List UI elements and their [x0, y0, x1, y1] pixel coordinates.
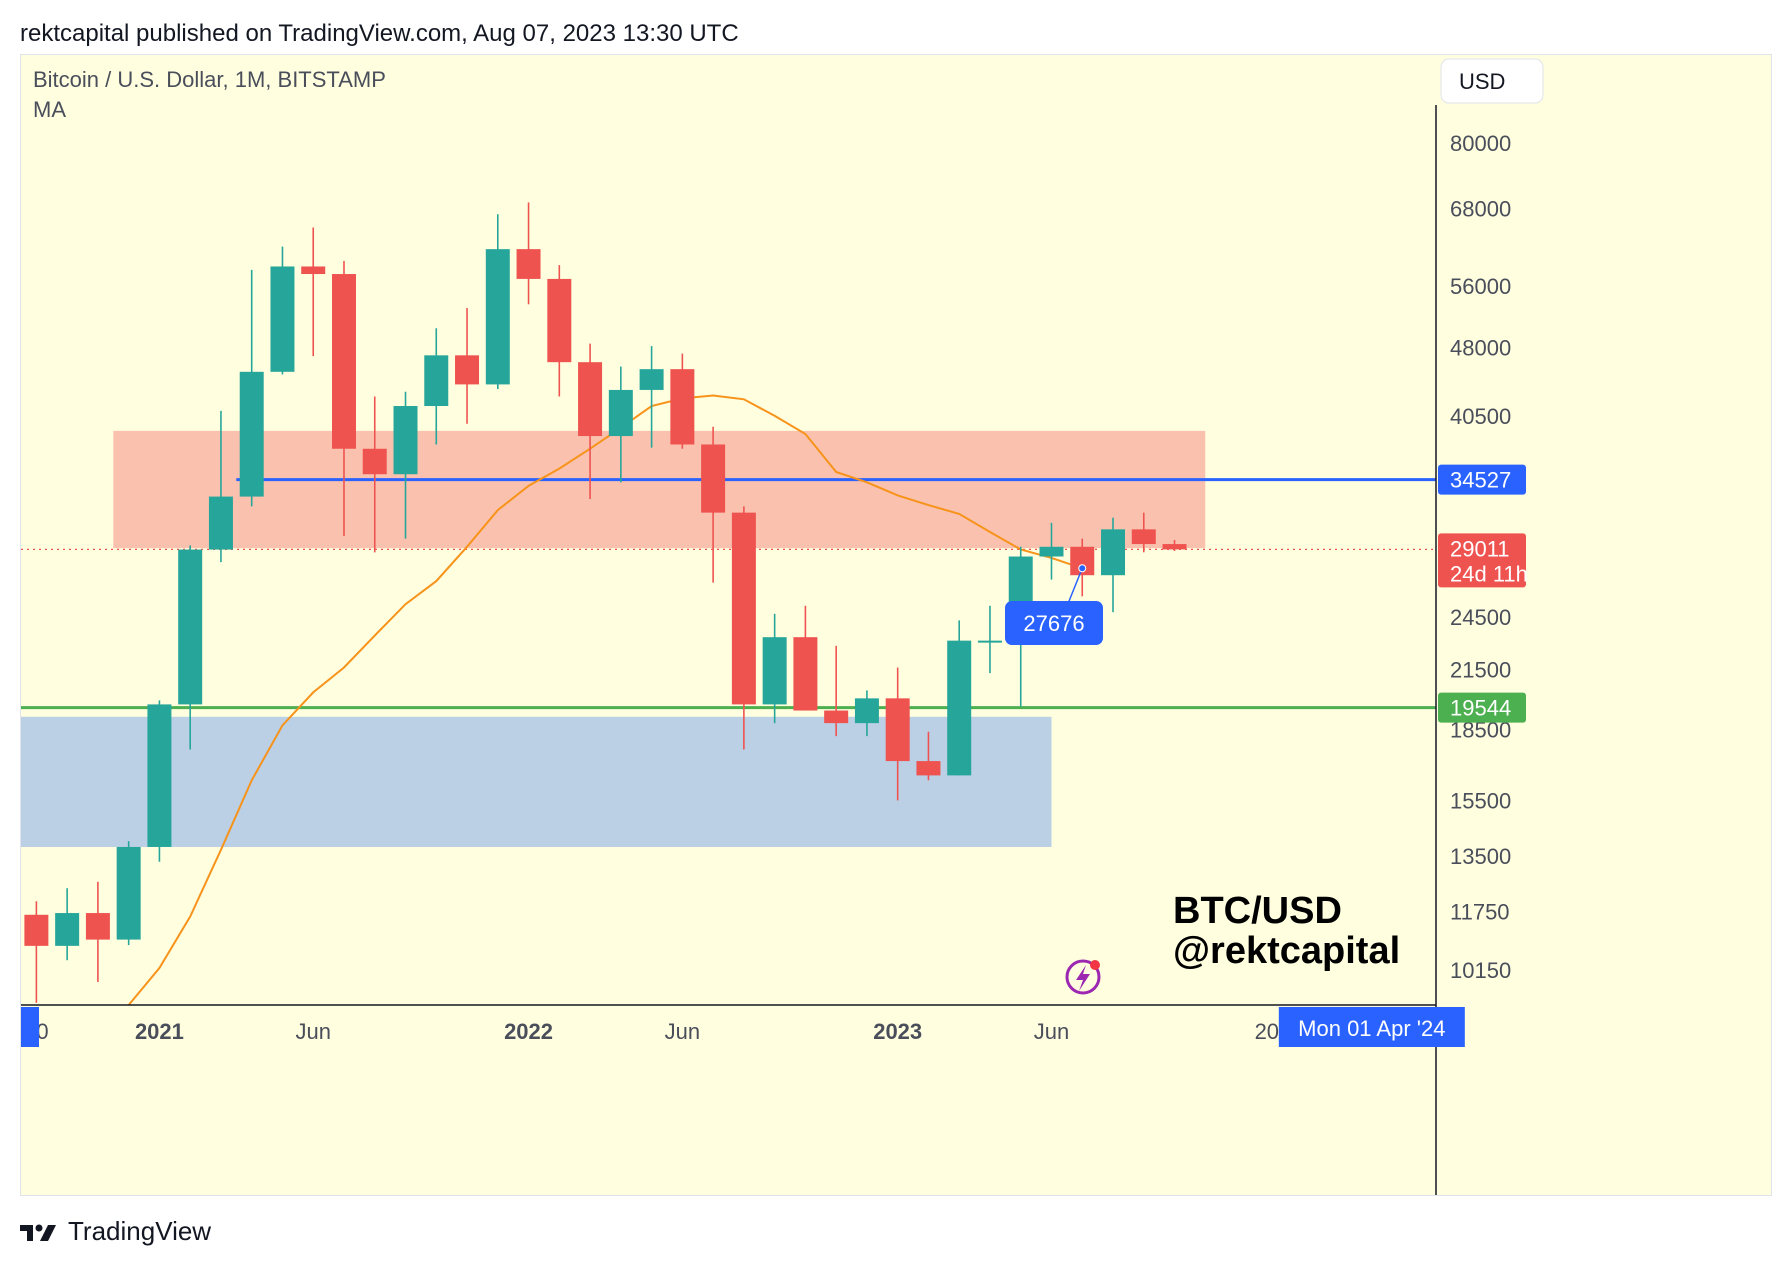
candle-body[interactable]	[1101, 529, 1126, 576]
candle-body[interactable]	[1039, 546, 1064, 557]
candle-body[interactable]	[547, 278, 572, 363]
y-tick-label: 48000	[1450, 336, 1511, 361]
candle-body[interactable]	[701, 444, 726, 513]
y-tick-label: 10150	[1450, 958, 1511, 983]
candle-body[interactable]	[824, 710, 849, 724]
candle-body[interactable]	[639, 369, 664, 390]
candle-body[interactable]	[578, 362, 603, 437]
tradingview-logo-icon	[20, 1224, 56, 1241]
y-tick-label: 11750	[1450, 899, 1510, 924]
candle-body[interactable]	[762, 637, 787, 705]
y-tick-label: 80000	[1450, 131, 1511, 156]
candle-body[interactable]	[977, 640, 1002, 643]
candle-body[interactable]	[270, 266, 295, 372]
ma-layer	[127, 394, 1083, 1006]
candle-body[interactable]	[147, 704, 172, 847]
candle-body[interactable]	[24, 914, 49, 946]
x-tick-label: Jun	[1034, 1019, 1069, 1044]
candle-body[interactable]	[1162, 544, 1187, 550]
blue-line-label: 34527	[1450, 468, 1511, 493]
green-line-label: 19544	[1450, 696, 1511, 721]
candle-body[interactable]	[1070, 546, 1095, 576]
price-chart[interactable]: 1015011750135001550018500215002450040500…	[21, 55, 1771, 1195]
candle-body[interactable]	[85, 913, 110, 940]
footer: TradingView	[20, 1216, 211, 1247]
candle-body[interactable]	[916, 761, 941, 776]
candles-layer	[24, 202, 1187, 1003]
candle-body[interactable]	[854, 698, 879, 724]
green-line-label-box	[1438, 692, 1526, 723]
y-tick-label: 56000	[1450, 274, 1511, 299]
legend-symbol: Bitcoin / U.S. Dollar, 1M, BITSTAMP	[33, 67, 386, 92]
resistance-zone[interactable]	[113, 430, 1206, 549]
candle-body[interactable]	[178, 549, 203, 705]
crosshair-date-box	[1278, 1007, 1465, 1047]
x-tick-label: 2023	[873, 1019, 922, 1044]
y-tick-label: 21500	[1450, 657, 1511, 682]
callout-anchor-dot	[1078, 564, 1087, 573]
legend-indicator: MA	[33, 97, 66, 122]
chart-frame[interactable]: 10150 11750 13500 15500 18500 21500 24500 40500…	[20, 54, 1772, 1196]
last-price-label: 29011	[1450, 536, 1510, 561]
ma-callout-label: 27676	[1023, 611, 1084, 636]
y-tick-label: 24500	[1450, 605, 1511, 630]
candle-body[interactable]	[793, 637, 818, 711]
y-tick-label: 40500	[1450, 404, 1511, 429]
crosshair-date-label: Mon 01 Apr '24	[1298, 1016, 1445, 1041]
blue-line-label-box	[1438, 464, 1526, 495]
y-tick-label: 13500	[1450, 844, 1511, 869]
publish-header: rektcapital published on TradingView.com…	[20, 20, 739, 47]
candle-body[interactable]	[1131, 529, 1156, 545]
candle-body[interactable]	[55, 913, 80, 946]
y-tick-label: 15500	[1450, 788, 1511, 813]
candle-body[interactable]	[424, 355, 449, 407]
candle-body[interactable]	[670, 369, 695, 445]
levels-layer	[21, 478, 1436, 710]
watermark-pair: BTC/USD	[1173, 890, 1342, 932]
ma-callout-box[interactable]	[1005, 601, 1103, 645]
candle-body[interactable]	[116, 846, 141, 940]
candle-body[interactable]	[455, 355, 480, 385]
candle-body[interactable]	[731, 512, 756, 705]
x-tick-label: 20	[1255, 1019, 1279, 1044]
candle-body[interactable]	[239, 371, 264, 497]
last-price-label-box	[1438, 533, 1526, 588]
candle-body[interactable]	[485, 249, 510, 385]
candle-body[interactable]	[947, 640, 972, 776]
footer-brand: TradingView	[68, 1216, 212, 1246]
x-tick-label: 2022	[504, 1019, 553, 1044]
y-tick-label: 68000	[1450, 196, 1511, 221]
watermark-handle: @rektcapital	[1173, 930, 1400, 972]
candle-body[interactable]	[885, 698, 910, 762]
support-zone[interactable]	[21, 716, 1052, 847]
candle-body[interactable]	[301, 266, 326, 275]
candle-body[interactable]	[516, 249, 541, 279]
candle-body[interactable]	[608, 389, 633, 437]
zones-layer	[21, 430, 1206, 847]
candle-body[interactable]	[362, 448, 387, 475]
x-tick-label: Jun	[665, 1019, 700, 1044]
candle-body[interactable]	[393, 406, 418, 475]
last-price-label-countdown: 24d 11h	[1450, 561, 1528, 586]
currency-button[interactable]: USD	[1440, 58, 1544, 104]
currency-button-label: USD	[1459, 69, 1505, 94]
x-tick-label: 2021	[135, 1019, 184, 1044]
ma-line[interactable]	[127, 394, 1083, 1006]
x-tick-label: Jun	[295, 1019, 330, 1044]
left-edge-tag	[21, 1007, 39, 1047]
lightning-icon[interactable]	[1065, 959, 1101, 995]
candle-body[interactable]	[208, 496, 233, 550]
candle-body[interactable]	[331, 274, 356, 449]
